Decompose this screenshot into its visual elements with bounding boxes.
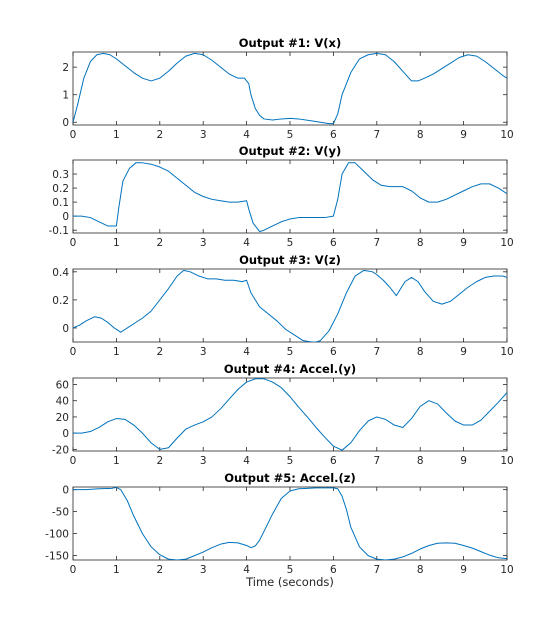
x-tick-label: 7 [373, 564, 380, 576]
series-line [73, 52, 507, 125]
y-tick-label: 0.2 [52, 183, 69, 195]
y-tick-label: 0 [62, 485, 69, 497]
series-line [73, 162, 507, 233]
subplot-title: Output #4: Accel.(y) [224, 362, 356, 376]
axes-box [72, 268, 508, 343]
x-tick-label: 5 [287, 564, 294, 576]
subplot-title: Output #3: V(z) [239, 253, 341, 267]
x-tick-label: 5 [287, 129, 294, 141]
y-tick-label: 0 [62, 323, 69, 335]
x-tick-label: 3 [200, 129, 207, 141]
subplot-5: 0 1 2 3 4 5 6 7 8 9 10 -150 -100 -50 0 Output #5: Accel… [45, 471, 514, 589]
subplot-3: 0 1 2 3 4 5 6 7 8 9 10 0 0.2 0.4 Output #3: V(z) [52, 253, 513, 358]
x-tick-label: 4 [243, 237, 250, 249]
y-tick-label: 2 [62, 62, 69, 74]
x-tick-label: 4 [243, 564, 250, 576]
x-axis-label: Time (seconds) [245, 575, 334, 589]
x-tick-label: 7 [373, 237, 380, 249]
x-tick-label: 1 [113, 455, 120, 467]
x-tick-label: 9 [460, 129, 467, 141]
x-tick-label: 10 [500, 346, 513, 358]
x-tick-label: 6 [330, 564, 337, 576]
x-tick-label: 0 [70, 346, 77, 358]
axes-box [72, 377, 508, 452]
y-tick-label: 40 [56, 396, 69, 408]
x-tick-label: 6 [330, 346, 337, 358]
x-tick-label: 4 [243, 346, 250, 358]
x-tick-label: 2 [156, 455, 163, 467]
axes-box [72, 486, 508, 561]
y-tick-label: 0.1 [52, 197, 69, 209]
x-tick-label: 9 [460, 237, 467, 249]
x-tick-label: 8 [417, 455, 424, 467]
x-tick-label: 2 [156, 129, 163, 141]
x-tick-label: 5 [287, 346, 294, 358]
subplot-title: Output #1: V(x) [239, 36, 341, 50]
y-tick-label: -20 [52, 444, 69, 456]
x-tick-label: 10 [500, 564, 513, 576]
x-tick-label: 1 [113, 129, 120, 141]
x-tick-label: 2 [156, 564, 163, 576]
y-tick-label: 0.4 [52, 267, 69, 279]
y-tick-label: 60 [56, 379, 69, 391]
axes-box [72, 51, 508, 126]
x-tick-label: 10 [500, 129, 513, 141]
x-tick-label: 1 [113, 237, 120, 249]
x-tick-label: 0 [70, 564, 77, 576]
x-tick-label: 10 [500, 237, 513, 249]
x-tick-label: 9 [460, 564, 467, 576]
x-tick-label: 8 [417, 564, 424, 576]
x-tick-label: 3 [200, 455, 207, 467]
x-tick-label: 4 [243, 129, 250, 141]
x-tick-label: 6 [330, 237, 337, 249]
x-tick-label: 6 [330, 455, 337, 467]
x-tick-label: 3 [200, 237, 207, 249]
y-tick-label: 0.2 [52, 295, 69, 307]
x-tick-label: 3 [200, 346, 207, 358]
y-tick-label: 0 [62, 117, 69, 129]
y-tick-label: 0.3 [52, 169, 69, 181]
x-tick-label: 1 [113, 346, 120, 358]
x-tick-label: 8 [417, 129, 424, 141]
subplot-title: Output #2: V(y) [239, 144, 342, 158]
subplot-1: 0 1 2 3 4 5 6 7 8 9 10 0 1 2 Output #1: V(x) [62, 36, 513, 141]
series-line [73, 487, 507, 560]
x-tick-label: 5 [287, 455, 294, 467]
x-tick-label: 7 [373, 455, 380, 467]
x-tick-label: 7 [373, 346, 380, 358]
x-tick-label: 9 [460, 455, 467, 467]
y-tick-label: -150 [45, 551, 69, 563]
x-tick-label: 6 [330, 129, 337, 141]
x-tick-label: 7 [373, 129, 380, 141]
axes-box [72, 159, 508, 234]
x-tick-label: 2 [156, 237, 163, 249]
x-tick-label: 3 [200, 564, 207, 576]
x-tick-label: 10 [500, 455, 513, 467]
y-tick-label: 0 [62, 211, 69, 223]
series-line [73, 269, 507, 342]
series-line [73, 378, 507, 451]
x-tick-label: 4 [243, 455, 250, 467]
subplot-title: Output #5: Accel.(z) [224, 471, 355, 485]
x-tick-label: 0 [70, 237, 77, 249]
x-tick-label: 1 [113, 564, 120, 576]
x-tick-label: 5 [287, 237, 294, 249]
x-tick-label: 2 [156, 346, 163, 358]
y-tick-label: -100 [45, 529, 69, 541]
y-tick-label: 1 [62, 90, 69, 102]
x-tick-label: 0 [70, 129, 77, 141]
x-tick-label: 0 [70, 455, 77, 467]
y-tick-label: 20 [56, 412, 69, 424]
x-tick-label: 9 [460, 346, 467, 358]
y-tick-label: 0 [62, 428, 69, 440]
y-tick-label: -0.1 [49, 225, 70, 237]
x-tick-label: 8 [417, 237, 424, 249]
y-tick-label: -50 [52, 507, 69, 519]
x-tick-label: 8 [417, 346, 424, 358]
